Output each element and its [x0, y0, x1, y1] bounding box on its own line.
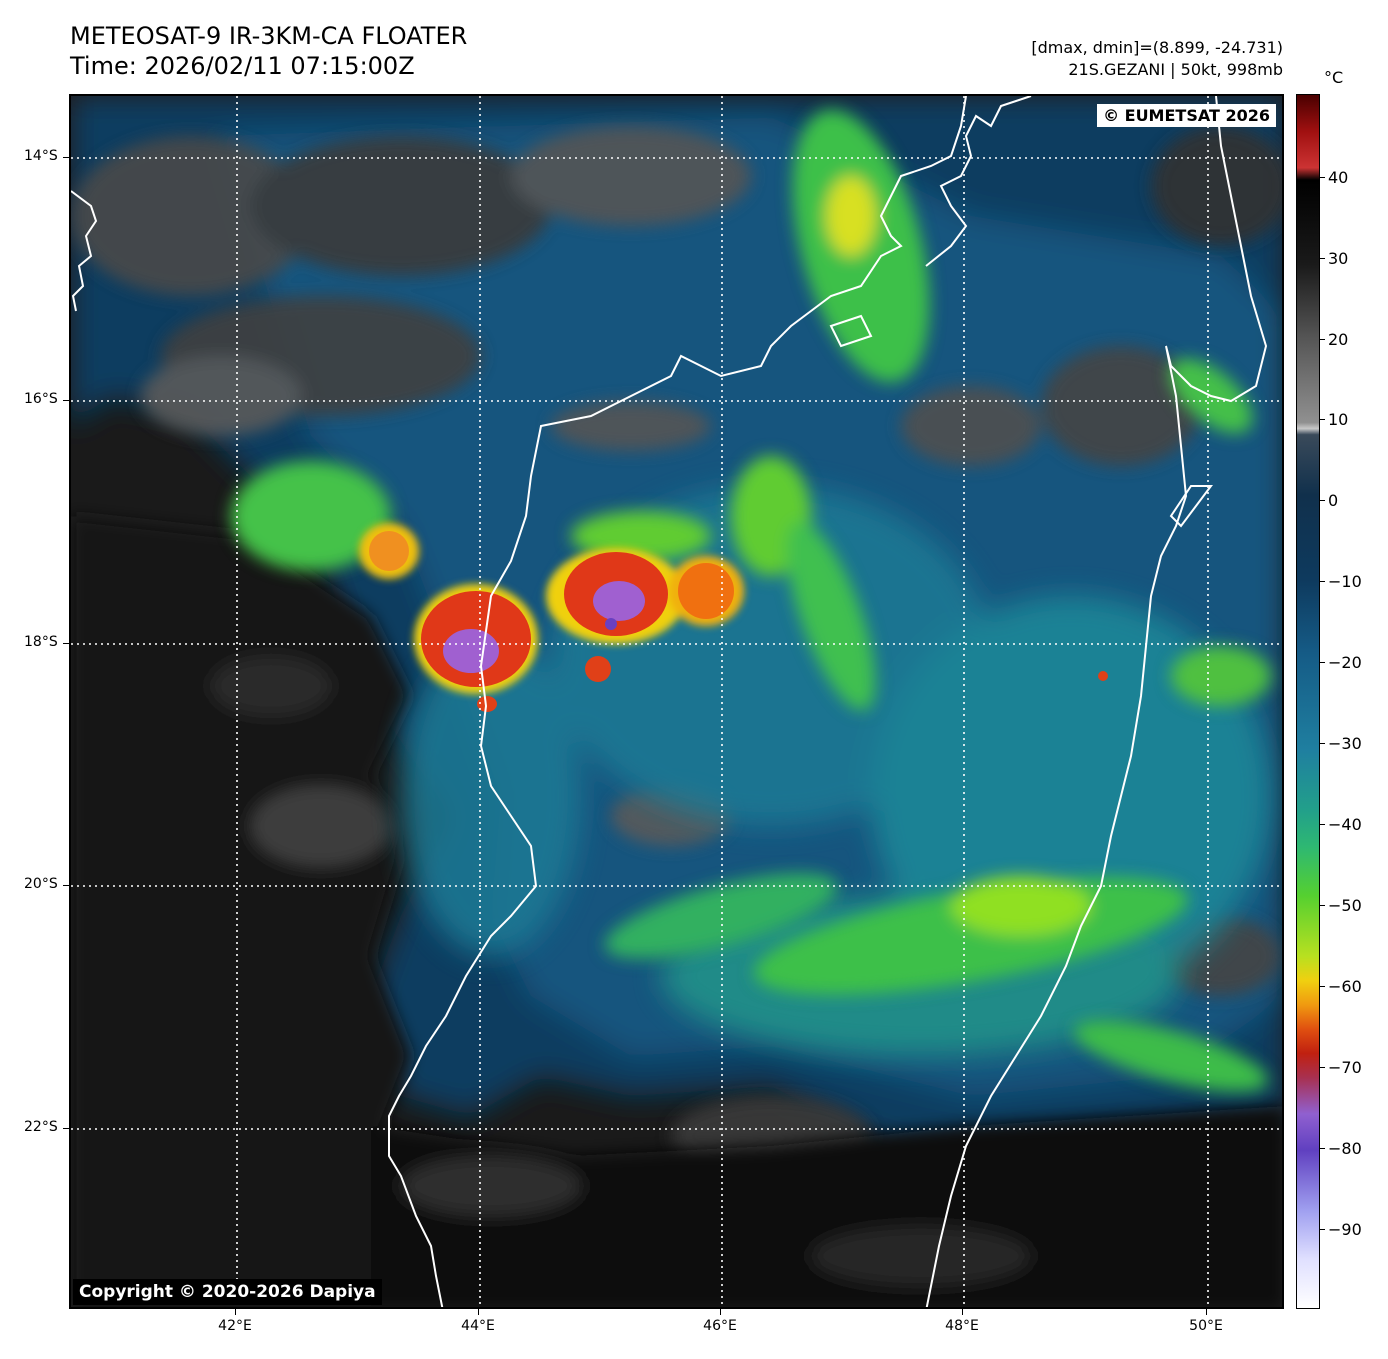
storm-info: 21S.GEZANI | 50kt, 998mb — [1068, 60, 1283, 79]
lat-label: 22°S — [24, 1119, 58, 1135]
lon-tick — [962, 1309, 963, 1315]
colorbar-label: −40 — [1328, 815, 1362, 834]
colorbar-unit: °C — [1324, 68, 1344, 87]
eumetsat-copyright-badge: © EUMETSAT 2026 — [1097, 104, 1276, 127]
map-title: METEOSAT-9 IR-3KM-CA FLOATER — [70, 22, 468, 50]
colorbar-tick — [1320, 1067, 1325, 1068]
colorbar-tick — [1320, 500, 1325, 501]
colorbar-tick — [1320, 743, 1325, 744]
lat-label: 14°S — [24, 148, 58, 164]
lat-tick — [63, 157, 69, 158]
satellite-imagery — [71, 96, 1282, 1307]
coastlines — [71, 96, 1268, 1307]
colorbar-label: 40 — [1328, 168, 1349, 187]
dapiya-copyright-badge: Copyright © 2020-2026 Dapiya — [73, 1279, 382, 1305]
colorbar-label: 0 — [1328, 491, 1339, 510]
colorbar-tick — [1320, 177, 1325, 178]
colorbar-tick — [1320, 662, 1325, 663]
map-timestamp: Time: 2026/02/11 07:15:00Z — [70, 52, 415, 80]
colorbar-label: 10 — [1328, 410, 1349, 429]
lat-label: 20°S — [24, 876, 58, 892]
colorbar-label: −30 — [1328, 734, 1362, 753]
colorbar-label: −90 — [1328, 1220, 1362, 1239]
graticule — [71, 96, 1282, 1307]
lat-tick — [63, 1128, 69, 1129]
lon-label: 46°E — [703, 1318, 737, 1334]
lon-label: 42°E — [218, 1318, 252, 1334]
convective-cells — [359, 523, 1108, 712]
colorbar-tick — [1320, 339, 1325, 340]
colorbar-tick — [1320, 1229, 1325, 1230]
colorbar-tick — [1320, 986, 1325, 987]
colorbar-label: −60 — [1328, 977, 1362, 996]
colorbar-tick — [1320, 258, 1325, 259]
lat-tick — [63, 400, 69, 401]
colorbar-tick — [1320, 419, 1325, 420]
temperature-colorbar — [1296, 94, 1320, 1309]
lat-tick — [63, 643, 69, 644]
lon-tick — [1206, 1309, 1207, 1315]
colorbar-label: 30 — [1328, 249, 1349, 268]
colorbar-tick — [1320, 905, 1325, 906]
satellite-map: © EUMETSAT 2026 Copyright © 2020-2026 Da… — [69, 94, 1284, 1309]
colorbar-tick — [1320, 1148, 1325, 1149]
lon-label: 50°E — [1189, 1318, 1223, 1334]
lat-label: 16°S — [24, 391, 58, 407]
green-cloud-bands — [231, 109, 1271, 1092]
colorbar-label: −50 — [1328, 896, 1362, 915]
lat-label: 18°S — [24, 634, 58, 650]
lat-tick — [63, 885, 69, 886]
colorbar-label: −10 — [1328, 572, 1362, 591]
colorbar-label: −80 — [1328, 1139, 1362, 1158]
colorbar-tick — [1320, 581, 1325, 582]
lon-label: 48°E — [945, 1318, 979, 1334]
lon-tick — [235, 1309, 236, 1315]
lon-tick — [720, 1309, 721, 1315]
colorbar-label: −70 — [1328, 1058, 1362, 1077]
colorbar-label: −20 — [1328, 653, 1362, 672]
lon-tick — [478, 1309, 479, 1315]
data-range-info: [dmax, dmin]=(8.899, -24.731) — [1031, 38, 1283, 57]
colorbar-label: 20 — [1328, 330, 1349, 349]
colorbar-tick — [1320, 824, 1325, 825]
dark-land-areas — [71, 516, 1282, 1307]
lon-label: 44°E — [461, 1318, 495, 1334]
